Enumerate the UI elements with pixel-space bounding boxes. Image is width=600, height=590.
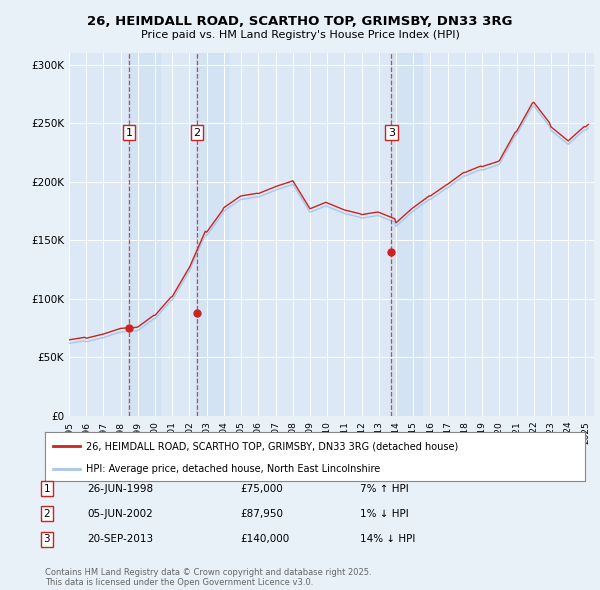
Text: 2: 2 [43, 509, 50, 519]
Text: 2: 2 [193, 127, 200, 137]
Text: £75,000: £75,000 [240, 484, 283, 493]
Text: 1% ↓ HPI: 1% ↓ HPI [360, 509, 409, 519]
Text: 05-JUN-2002: 05-JUN-2002 [87, 509, 153, 519]
Text: HPI: Average price, detached house, North East Lincolnshire: HPI: Average price, detached house, Nort… [86, 464, 380, 474]
Text: Price paid vs. HM Land Registry's House Price Index (HPI): Price paid vs. HM Land Registry's House … [140, 30, 460, 40]
Bar [391, 53, 422, 416]
Text: 26-JUN-1998: 26-JUN-1998 [87, 484, 153, 493]
Text: 26, HEIMDALL ROAD, SCARTHO TOP, GRIMSBY, DN33 3RG: 26, HEIMDALL ROAD, SCARTHO TOP, GRIMSBY,… [87, 15, 513, 28]
Text: 3: 3 [43, 535, 50, 544]
Text: 1: 1 [43, 484, 50, 493]
Text: £140,000: £140,000 [240, 535, 289, 544]
Text: 1: 1 [125, 127, 133, 137]
Text: Contains HM Land Registry data © Crown copyright and database right 2025.
This d: Contains HM Land Registry data © Crown c… [45, 568, 371, 587]
Text: 20-SEP-2013: 20-SEP-2013 [87, 535, 153, 544]
Text: 3: 3 [388, 127, 395, 137]
Text: 7% ↑ HPI: 7% ↑ HPI [360, 484, 409, 493]
Bar [128, 53, 160, 416]
Bar [196, 53, 228, 416]
Text: 14% ↓ HPI: 14% ↓ HPI [360, 535, 415, 544]
Text: £87,950: £87,950 [240, 509, 283, 519]
Text: 26, HEIMDALL ROAD, SCARTHO TOP, GRIMSBY, DN33 3RG (detached house): 26, HEIMDALL ROAD, SCARTHO TOP, GRIMSBY,… [86, 441, 458, 451]
